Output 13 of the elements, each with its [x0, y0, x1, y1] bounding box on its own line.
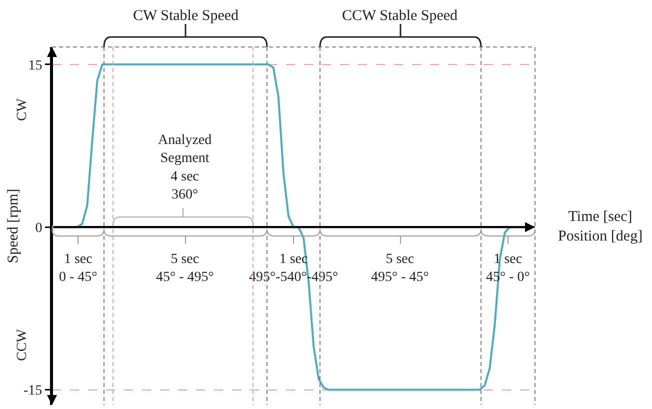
x-axis-title: Time [sec] Position [deg]: [558, 209, 643, 244]
annotation: 5 sec 45° - 495°: [156, 252, 214, 286]
text: CCW: [15, 328, 30, 361]
text: CW: [15, 98, 30, 121]
y-tick-label: 0: [35, 220, 42, 236]
annotation: 5 sec 495° - 45°: [371, 252, 429, 286]
text: CCW Stable Speed: [342, 8, 458, 24]
annotation: Analyzed Segment 4 sec 360°: [158, 133, 212, 203]
text: CW Stable Speed: [133, 8, 240, 24]
y-axis-title: Speed [rpm]: [5, 188, 22, 264]
y-tick-label: 15: [28, 58, 42, 74]
y-tick-label: -15: [24, 384, 42, 399]
annotation: 1 sec 0 - 45°: [59, 252, 98, 286]
